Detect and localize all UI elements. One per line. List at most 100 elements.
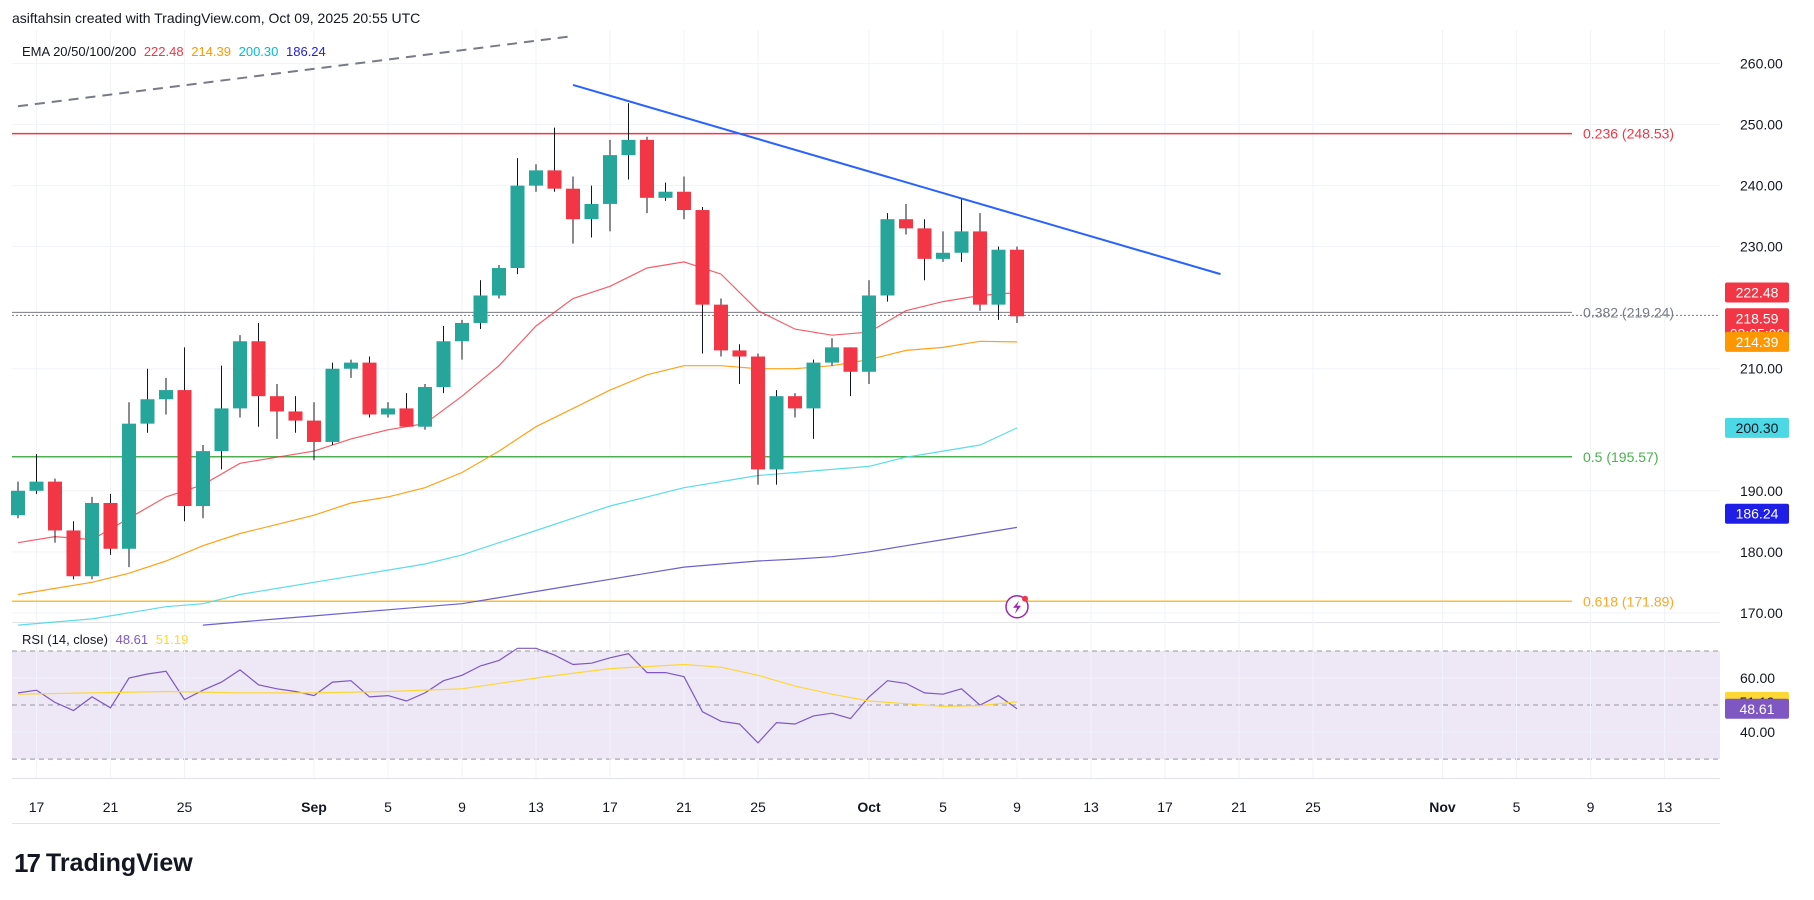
time-axis-tick-label: Sep: [301, 799, 327, 815]
candle-up: [85, 502, 99, 577]
price-axis-tick-label: 170.00: [1740, 605, 1783, 621]
candle-up: [991, 249, 1006, 305]
time-axis-tick-label: 13: [528, 799, 544, 815]
price-axis-tick-label: 260.00: [1740, 56, 1783, 72]
candle-up: [233, 341, 247, 409]
price-axis-tick-label: 180.00: [1740, 544, 1783, 560]
rsi-legend-label: RSI (14, close): [22, 632, 108, 647]
candle-up: [196, 451, 210, 507]
fib-level-label-0.236: 0.236 (248.53): [1583, 126, 1674, 142]
candle-up: [492, 268, 506, 296]
candle-up: [603, 155, 617, 204]
price-badge-186-24: [1725, 503, 1789, 524]
price-badge-222-48: [1725, 282, 1789, 303]
candle-down: [899, 219, 913, 229]
ema20-legend-value: 222.48: [143, 44, 184, 59]
time-axis-tick-label: 17: [1157, 799, 1173, 815]
candle-up: [510, 185, 525, 269]
candle-up: [159, 390, 173, 400]
price-badge-218-59-text: 218.59: [1736, 310, 1779, 326]
ema200-line: [202, 526, 1018, 626]
price-axis-tick-label: 240.00: [1740, 178, 1783, 194]
candle-up: [621, 139, 636, 156]
candle-down: [695, 210, 710, 305]
candle-up: [29, 481, 44, 491]
time-axis-tick-label: 17: [602, 799, 618, 815]
candle-up: [936, 252, 950, 259]
candle-down: [307, 420, 321, 442]
rsi-badge-48-61: [1725, 698, 1789, 719]
time-axis-tick-label: 17: [29, 799, 45, 815]
candle-down: [640, 139, 654, 198]
price-badge-214-39-text: 214.39: [1736, 334, 1779, 350]
tradingview-logo-mark: 17: [14, 848, 41, 878]
dashed-trendline: [17, 35, 574, 108]
candle-down: [788, 396, 802, 409]
candle-up: [140, 399, 155, 424]
candle-down: [251, 341, 266, 397]
tradingview-logo[interactable]: 17 TradingView: [14, 848, 193, 879]
candle-down: [547, 170, 562, 189]
price-badge-222-48-text: 222.48: [1736, 285, 1779, 301]
ema100-legend-value: 200.30: [238, 44, 279, 59]
rsi-ma-legend-value: 51.19: [155, 632, 189, 647]
fib-level-label-0.618: 0.618 (171.89): [1583, 593, 1674, 609]
ema-legend-label: EMA 20/50/100/200: [22, 44, 137, 59]
fib-level-label-0.382: 0.382 (219.24): [1583, 304, 1674, 320]
candle-down: [714, 304, 728, 351]
candle-up: [455, 322, 469, 342]
candle-up: [825, 347, 839, 363]
candle-up: [214, 408, 229, 452]
time-axis-tick-label: 21: [103, 799, 119, 815]
candle-down: [843, 347, 858, 372]
price-axis-tick-label: 230.00: [1740, 239, 1783, 255]
time-axis-tick-label: 5: [939, 799, 947, 815]
candle-down: [917, 228, 932, 259]
candle-up: [436, 341, 451, 388]
ema50-line: [17, 340, 1018, 596]
candle-up: [344, 362, 358, 369]
candle-up: [473, 295, 488, 323]
rsi-line: [17, 647, 1018, 744]
candle-up: [658, 191, 673, 198]
fib-level-label-0.5: 0.5 (195.57): [1583, 449, 1659, 465]
time-axis-tick-label: Nov: [1429, 799, 1456, 815]
ema50-legend-value: 214.39: [191, 44, 231, 59]
time-axis-tick-label: 25: [1305, 799, 1321, 815]
pane-divider: [12, 622, 1720, 623]
time-axis-tick-label: 21: [676, 799, 692, 815]
price-badge-186-24-text: 186.24: [1736, 506, 1779, 522]
candle-up: [122, 423, 136, 549]
candle-down: [1010, 249, 1024, 317]
candle-up: [381, 408, 395, 415]
candle-down: [677, 191, 691, 211]
price-badge-214-39: [1725, 331, 1789, 352]
price-axis-tick-label: 210.00: [1740, 361, 1783, 377]
rsi-axis-tick-label: 60.00: [1740, 670, 1775, 686]
rsi-badge-48-61-text: 48.61: [1739, 701, 1774, 717]
candle-up: [11, 490, 25, 516]
candle-up: [325, 368, 340, 442]
time-axis-tick-label: 25: [177, 799, 193, 815]
rsi-legend: RSI (14, close) 48.61 51.19: [22, 632, 188, 647]
candle-down: [362, 362, 377, 415]
candle-up: [529, 170, 543, 186]
candle-up: [862, 295, 876, 372]
candle-up: [769, 396, 784, 470]
rsi-legend-value: 48.61: [115, 632, 149, 647]
event-dot: [1022, 595, 1028, 602]
candle-down: [66, 530, 81, 577]
candle-down: [399, 408, 414, 427]
candle-down: [270, 396, 284, 412]
candle-down: [103, 502, 118, 549]
candle-up: [880, 219, 895, 296]
candle-down: [566, 188, 580, 220]
time-axis-tick-label: Oct: [857, 799, 881, 815]
candle-up: [806, 362, 821, 409]
time-axis-tick-label: 25: [750, 799, 766, 815]
price-axis-tick-label: 190.00: [1740, 483, 1783, 499]
ema200-legend-value: 186.24: [286, 44, 326, 59]
rsi-ma-line: [17, 663, 1018, 708]
